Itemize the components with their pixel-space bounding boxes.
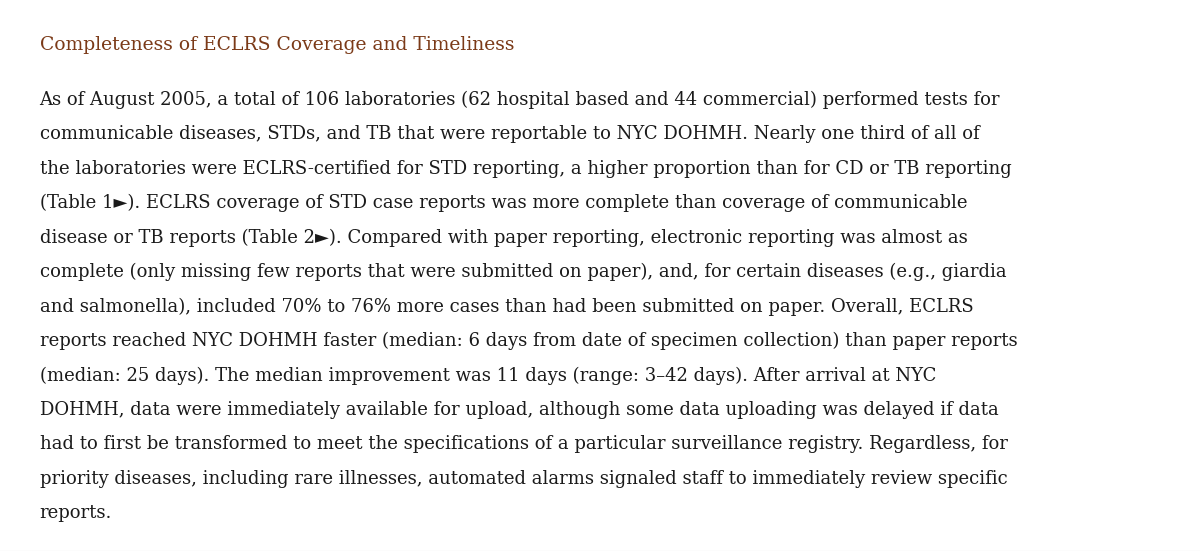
Text: (Table 1►). ECLRS coverage of STD case reports was more complete than coverage o: (Table 1►). ECLRS coverage of STD case r… bbox=[40, 195, 967, 213]
Text: As of August 2005, a total of 106 laboratories (62 hospital based and 44 commerc: As of August 2005, a total of 106 labora… bbox=[40, 91, 1000, 109]
Text: had to first be transformed to meet the specifications of a particular surveilla: had to first be transformed to meet the … bbox=[40, 435, 1008, 453]
Text: communicable diseases, STDs, and TB that were reportable to NYC DOHMH. Nearly on: communicable diseases, STDs, and TB that… bbox=[40, 126, 979, 143]
Text: the laboratories were ECLRS-certified for STD reporting, a higher proportion tha: the laboratories were ECLRS-certified fo… bbox=[40, 160, 1012, 178]
Text: (median: 25 days). The median improvement was 11 days (range: 3–42 days). After : (median: 25 days). The median improvemen… bbox=[40, 366, 936, 385]
Text: reports.: reports. bbox=[40, 504, 112, 522]
Text: and salmonella), included 70% to 76% more cases than had been submitted on paper: and salmonella), included 70% to 76% mor… bbox=[40, 298, 973, 316]
Text: Completeness of ECLRS Coverage and Timeliness: Completeness of ECLRS Coverage and Timel… bbox=[40, 36, 514, 54]
Text: complete (only missing few reports that were submitted on paper), and, for certa: complete (only missing few reports that … bbox=[40, 263, 1007, 282]
Text: disease or TB reports (Table 2►). Compared with paper reporting, electronic repo: disease or TB reports (Table 2►). Compar… bbox=[40, 229, 967, 247]
Text: priority diseases, including rare illnesses, automated alarms signaled staff to : priority diseases, including rare illnes… bbox=[40, 469, 1007, 488]
Text: DOHMH, data were immediately available for upload, although some data uploading : DOHMH, data were immediately available f… bbox=[40, 401, 998, 419]
Text: reports reached NYC DOHMH faster (median: 6 days from date of specimen collectio: reports reached NYC DOHMH faster (median… bbox=[40, 332, 1018, 350]
